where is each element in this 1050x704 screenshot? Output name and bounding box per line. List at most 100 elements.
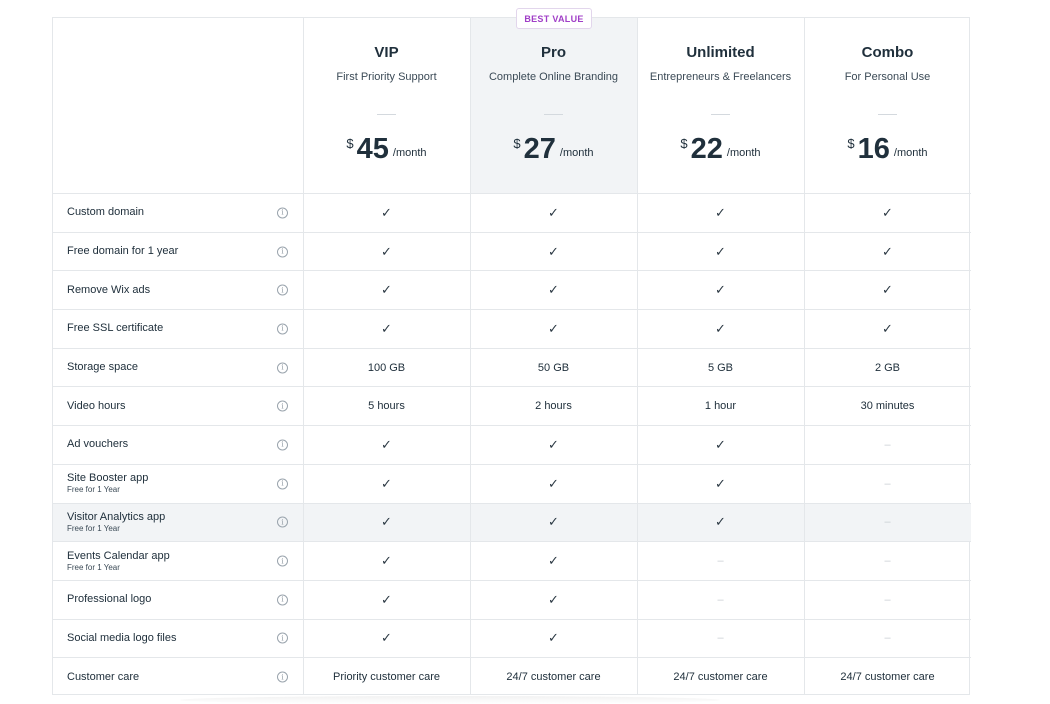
feature-value: 30 minutes xyxy=(860,400,915,413)
check-icon: ✓ xyxy=(882,320,893,336)
feature-row: Site Booster app Free for 1 Year i ✓ ✓ ✓ – xyxy=(53,463,971,503)
dash-icon: – xyxy=(884,477,891,490)
feature-name: Site Booster app Free for 1 Year i xyxy=(53,465,303,503)
feature-row: Custom domain i ✓ ✓ ✓ ✓ xyxy=(53,193,971,232)
best-value-badge: BEST VALUE xyxy=(516,8,592,29)
check-icon: ✓ xyxy=(548,204,559,220)
info-icon[interactable]: i xyxy=(277,284,288,296)
feature-name: Professional logo i xyxy=(53,581,303,619)
check-icon: ✓ xyxy=(715,204,726,220)
feature-name: Remove Wix ads i xyxy=(53,271,303,309)
feature-row: Video hours i 5 hours 2 hours 1 hour 30 minut… xyxy=(53,386,971,425)
info-icon[interactable]: i xyxy=(277,362,288,374)
scroll-shadow xyxy=(180,696,720,704)
feature-row: Storage space i 100 GB 50 GB 5 GB 2 GB xyxy=(53,347,971,387)
plan-name: VIP xyxy=(374,44,399,61)
check-icon: ✓ xyxy=(548,436,559,452)
feature-row: Ad vouchers i ✓ ✓ ✓ – xyxy=(53,425,971,464)
price-amount: 22 xyxy=(690,133,723,165)
feature-rows: Custom domain i ✓ ✓ ✓ ✓ Free domain for 1 year… xyxy=(53,193,971,696)
info-icon[interactable]: i xyxy=(277,478,288,490)
feature-label: Site Booster app xyxy=(67,472,149,485)
info-icon[interactable]: i xyxy=(277,632,288,644)
plan-column-unlimited[interactable]: Unlimited Entrepreneurs & Freelancers $22/… xyxy=(637,18,804,193)
feature-label: Storage space xyxy=(67,361,138,374)
feature-name: Events Calendar app Free for 1 Year i xyxy=(53,542,303,580)
plan-price: $16/month xyxy=(804,132,971,166)
price-currency: $ xyxy=(847,136,855,151)
feature-row: Customer care i Priority customer care 24/7… xyxy=(53,657,971,696)
feature-value: 5 GB xyxy=(707,361,734,374)
plan-subtitle: For Personal Use xyxy=(844,71,931,83)
feature-note: Free for 1 Year xyxy=(67,485,120,495)
column-divider xyxy=(804,18,805,694)
dash-icon: – xyxy=(717,632,724,645)
feature-name: Free domain for 1 year i xyxy=(53,233,303,271)
info-icon[interactable]: i xyxy=(277,207,288,219)
info-icon[interactable]: i xyxy=(277,246,288,258)
feature-row: Professional logo i ✓ ✓ – – xyxy=(53,579,971,619)
check-icon: ✓ xyxy=(381,243,392,259)
check-icon: ✓ xyxy=(715,320,726,336)
check-icon: ✓ xyxy=(381,630,392,646)
feature-label: Ad vouchers xyxy=(67,438,129,451)
feature-label: Free SSL certificate xyxy=(67,322,164,335)
feature-value: 2 hours xyxy=(535,400,572,413)
feature-row: Free domain for 1 year i ✓ ✓ ✓ ✓ xyxy=(53,231,971,271)
info-icon[interactable]: i xyxy=(277,323,288,335)
feature-label: Custom domain xyxy=(67,206,145,219)
price-currency: $ xyxy=(346,136,354,151)
plan-price: $22/month xyxy=(637,132,804,166)
plan-column-vip[interactable]: VIP First Priority Support $45/month xyxy=(303,18,470,193)
feature-value: 24/7 customer care xyxy=(840,671,935,684)
info-icon[interactable]: i xyxy=(277,671,288,683)
column-divider xyxy=(637,18,638,694)
plan-column-combo[interactable]: Combo For Personal Use $16/month xyxy=(804,18,971,193)
feature-note: Free for 1 Year xyxy=(67,523,120,533)
check-icon: ✓ xyxy=(715,514,726,530)
check-icon: ✓ xyxy=(882,243,893,259)
plan-header-row: VIP First Priority Support $45/month Pro Com… xyxy=(303,18,971,193)
feature-name: Custom domain i xyxy=(53,194,303,232)
dash-icon: – xyxy=(884,438,891,451)
feature-value: Priority customer care xyxy=(333,671,440,684)
check-icon: ✓ xyxy=(548,243,559,259)
plan-price: $27/month xyxy=(470,132,637,166)
check-icon: ✓ xyxy=(381,204,392,220)
feature-row: Social media logo files i ✓ ✓ – – xyxy=(53,618,971,658)
feature-value: 2 GB xyxy=(874,361,901,374)
price-currency: $ xyxy=(513,136,521,151)
feature-name: Video hours i xyxy=(53,387,303,425)
feature-name: Ad vouchers i xyxy=(53,426,303,464)
price-amount: 45 xyxy=(356,133,389,165)
check-icon: ✓ xyxy=(548,475,559,491)
feature-name: Customer care i xyxy=(53,658,303,696)
check-icon: ✓ xyxy=(548,514,559,530)
plan-column-pro[interactable]: Pro Complete Online Branding $27/month xyxy=(470,18,637,193)
info-icon[interactable]: i xyxy=(277,555,288,567)
price-amount: 27 xyxy=(523,133,556,165)
info-icon[interactable]: i xyxy=(277,439,288,451)
check-icon: ✓ xyxy=(715,282,726,298)
price-period: /month xyxy=(893,147,928,159)
price-period: /month xyxy=(559,147,594,159)
check-icon: ✓ xyxy=(715,436,726,452)
dash-icon: – xyxy=(717,593,724,606)
plan-divider xyxy=(544,114,563,115)
info-icon[interactable]: i xyxy=(277,516,288,528)
price-period: /month xyxy=(726,147,761,159)
feature-row: Free SSL certificate i ✓ ✓ ✓ ✓ xyxy=(53,309,971,348)
dash-icon: – xyxy=(884,593,891,606)
pro-column-highlight xyxy=(470,18,637,193)
dash-icon: – xyxy=(884,555,891,568)
info-icon[interactable]: i xyxy=(277,594,288,606)
feature-label: Visitor Analytics app xyxy=(67,510,166,523)
dash-icon: – xyxy=(884,632,891,645)
feature-name: Social media logo files i xyxy=(53,620,303,658)
check-icon: ✓ xyxy=(548,282,559,298)
plan-divider xyxy=(377,114,396,115)
feature-value: 100 GB xyxy=(367,361,406,374)
check-icon: ✓ xyxy=(548,630,559,646)
info-icon[interactable]: i xyxy=(277,400,288,412)
feature-label: Professional logo xyxy=(67,593,152,606)
